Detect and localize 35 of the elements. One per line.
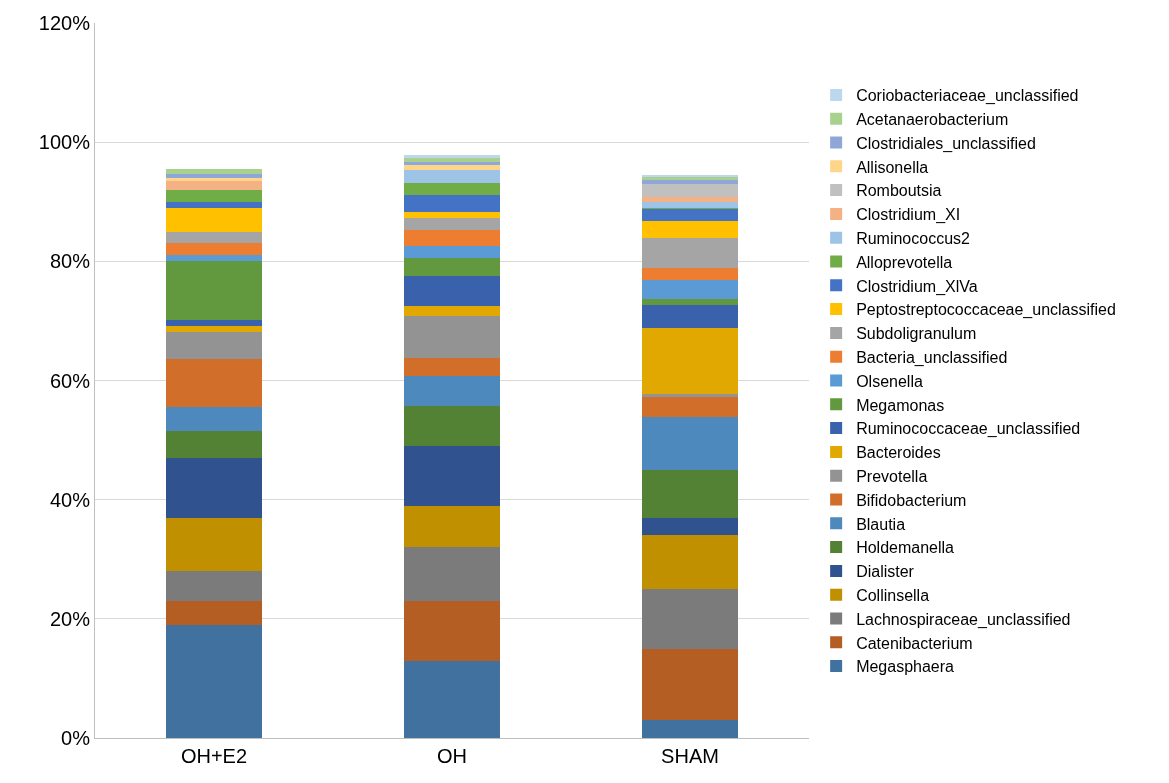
x-tick-label: OH xyxy=(437,745,467,767)
y-tick-label: 40% xyxy=(49,488,91,511)
legend-label: Bacteroides xyxy=(856,444,941,462)
legend-label: Subdoligranulum xyxy=(856,325,977,343)
legend-label: Peptostreptococcaceae_unclassified xyxy=(856,301,1116,320)
legend-label: Acetanaerobacterium xyxy=(856,110,1009,128)
y-tick-label: 0% xyxy=(61,727,91,749)
legend-label: Romboutsia xyxy=(856,182,942,200)
legend-label: Blautia xyxy=(856,515,906,533)
legend-label: Catenibacterium xyxy=(856,634,973,652)
legend-label: Megamonas xyxy=(856,396,945,414)
legend-label: Olsenella xyxy=(856,372,923,390)
legend-label: Prevotella xyxy=(856,467,928,485)
legend-label: Holdemanella xyxy=(856,539,955,557)
legend-label: Alloprevotella xyxy=(856,253,953,271)
y-tick-label: 20% xyxy=(49,607,91,630)
legend-label: Collinsella xyxy=(856,586,930,604)
legend-label: Bifidobacterium xyxy=(856,491,967,509)
legend-label: Ruminococcaceae_unclassified xyxy=(856,420,1081,439)
legend-label: Dialister xyxy=(856,563,915,581)
legend-label: Lachnospiraceae_unclassified xyxy=(856,610,1071,629)
legend-label: Clostridiales_unclassified xyxy=(856,134,1036,153)
legend-label: Ruminococcus2 xyxy=(856,229,971,247)
legend-label: Clostridium_XlVa xyxy=(856,277,978,296)
legend-label: Coriobacteriaceae_unclassified xyxy=(856,87,1079,106)
legend-label: Clostridium_XI xyxy=(856,206,961,225)
legend-label: Allisonella xyxy=(856,158,929,176)
y-tick-label: 60% xyxy=(49,369,91,392)
x-tick-label: OH+E2 xyxy=(180,745,248,767)
y-tick-label: 120% xyxy=(38,12,91,34)
x-tick-label: SHAM xyxy=(661,745,719,767)
legend-label: Bacteria_unclassified xyxy=(856,348,1008,367)
y-tick-label: 80% xyxy=(49,250,91,273)
legend-label: Megasphaera xyxy=(856,658,955,676)
y-tick-label: 100% xyxy=(38,131,91,154)
